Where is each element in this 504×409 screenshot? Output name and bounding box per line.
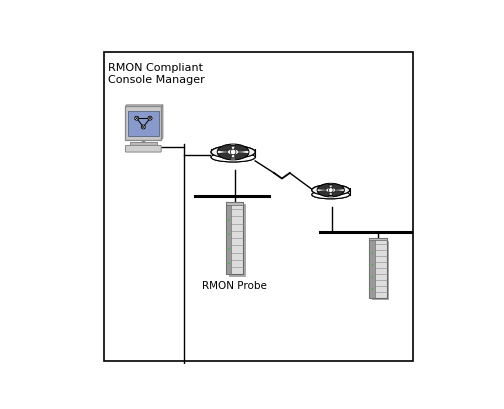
Ellipse shape (312, 191, 350, 199)
Polygon shape (217, 144, 232, 151)
Polygon shape (125, 105, 163, 106)
Text: RMON Probe: RMON Probe (202, 281, 267, 290)
Bar (226, 202, 243, 274)
Circle shape (372, 288, 373, 290)
Circle shape (228, 248, 230, 249)
Ellipse shape (211, 146, 255, 158)
Ellipse shape (211, 146, 255, 158)
Bar (125, 106, 161, 139)
Bar (228, 204, 246, 277)
Bar (369, 238, 387, 240)
Circle shape (228, 234, 230, 235)
Text: RMON Compliant
Console Manager: RMON Compliant Console Manager (108, 63, 205, 85)
Circle shape (148, 116, 152, 120)
Bar (226, 202, 231, 274)
Polygon shape (332, 191, 344, 197)
Bar (369, 238, 374, 298)
Circle shape (230, 149, 236, 155)
Circle shape (228, 263, 230, 264)
Bar (130, 142, 157, 146)
Circle shape (228, 219, 230, 220)
Polygon shape (332, 183, 344, 190)
Polygon shape (234, 144, 249, 151)
Polygon shape (234, 153, 249, 160)
Circle shape (372, 264, 373, 266)
Circle shape (372, 252, 373, 254)
Ellipse shape (312, 191, 350, 199)
Circle shape (135, 116, 139, 120)
Bar (128, 111, 159, 137)
Bar (372, 240, 389, 300)
Polygon shape (217, 153, 232, 160)
Polygon shape (318, 183, 330, 190)
Polygon shape (318, 191, 330, 197)
Circle shape (372, 276, 373, 278)
FancyBboxPatch shape (125, 146, 161, 152)
Bar (369, 238, 387, 298)
Bar (226, 202, 243, 205)
Ellipse shape (211, 153, 255, 162)
Ellipse shape (211, 153, 255, 162)
Polygon shape (312, 190, 350, 195)
Ellipse shape (312, 185, 350, 196)
Circle shape (141, 125, 145, 129)
Ellipse shape (312, 185, 350, 196)
Polygon shape (161, 105, 163, 139)
Circle shape (328, 188, 333, 193)
Polygon shape (211, 152, 255, 157)
